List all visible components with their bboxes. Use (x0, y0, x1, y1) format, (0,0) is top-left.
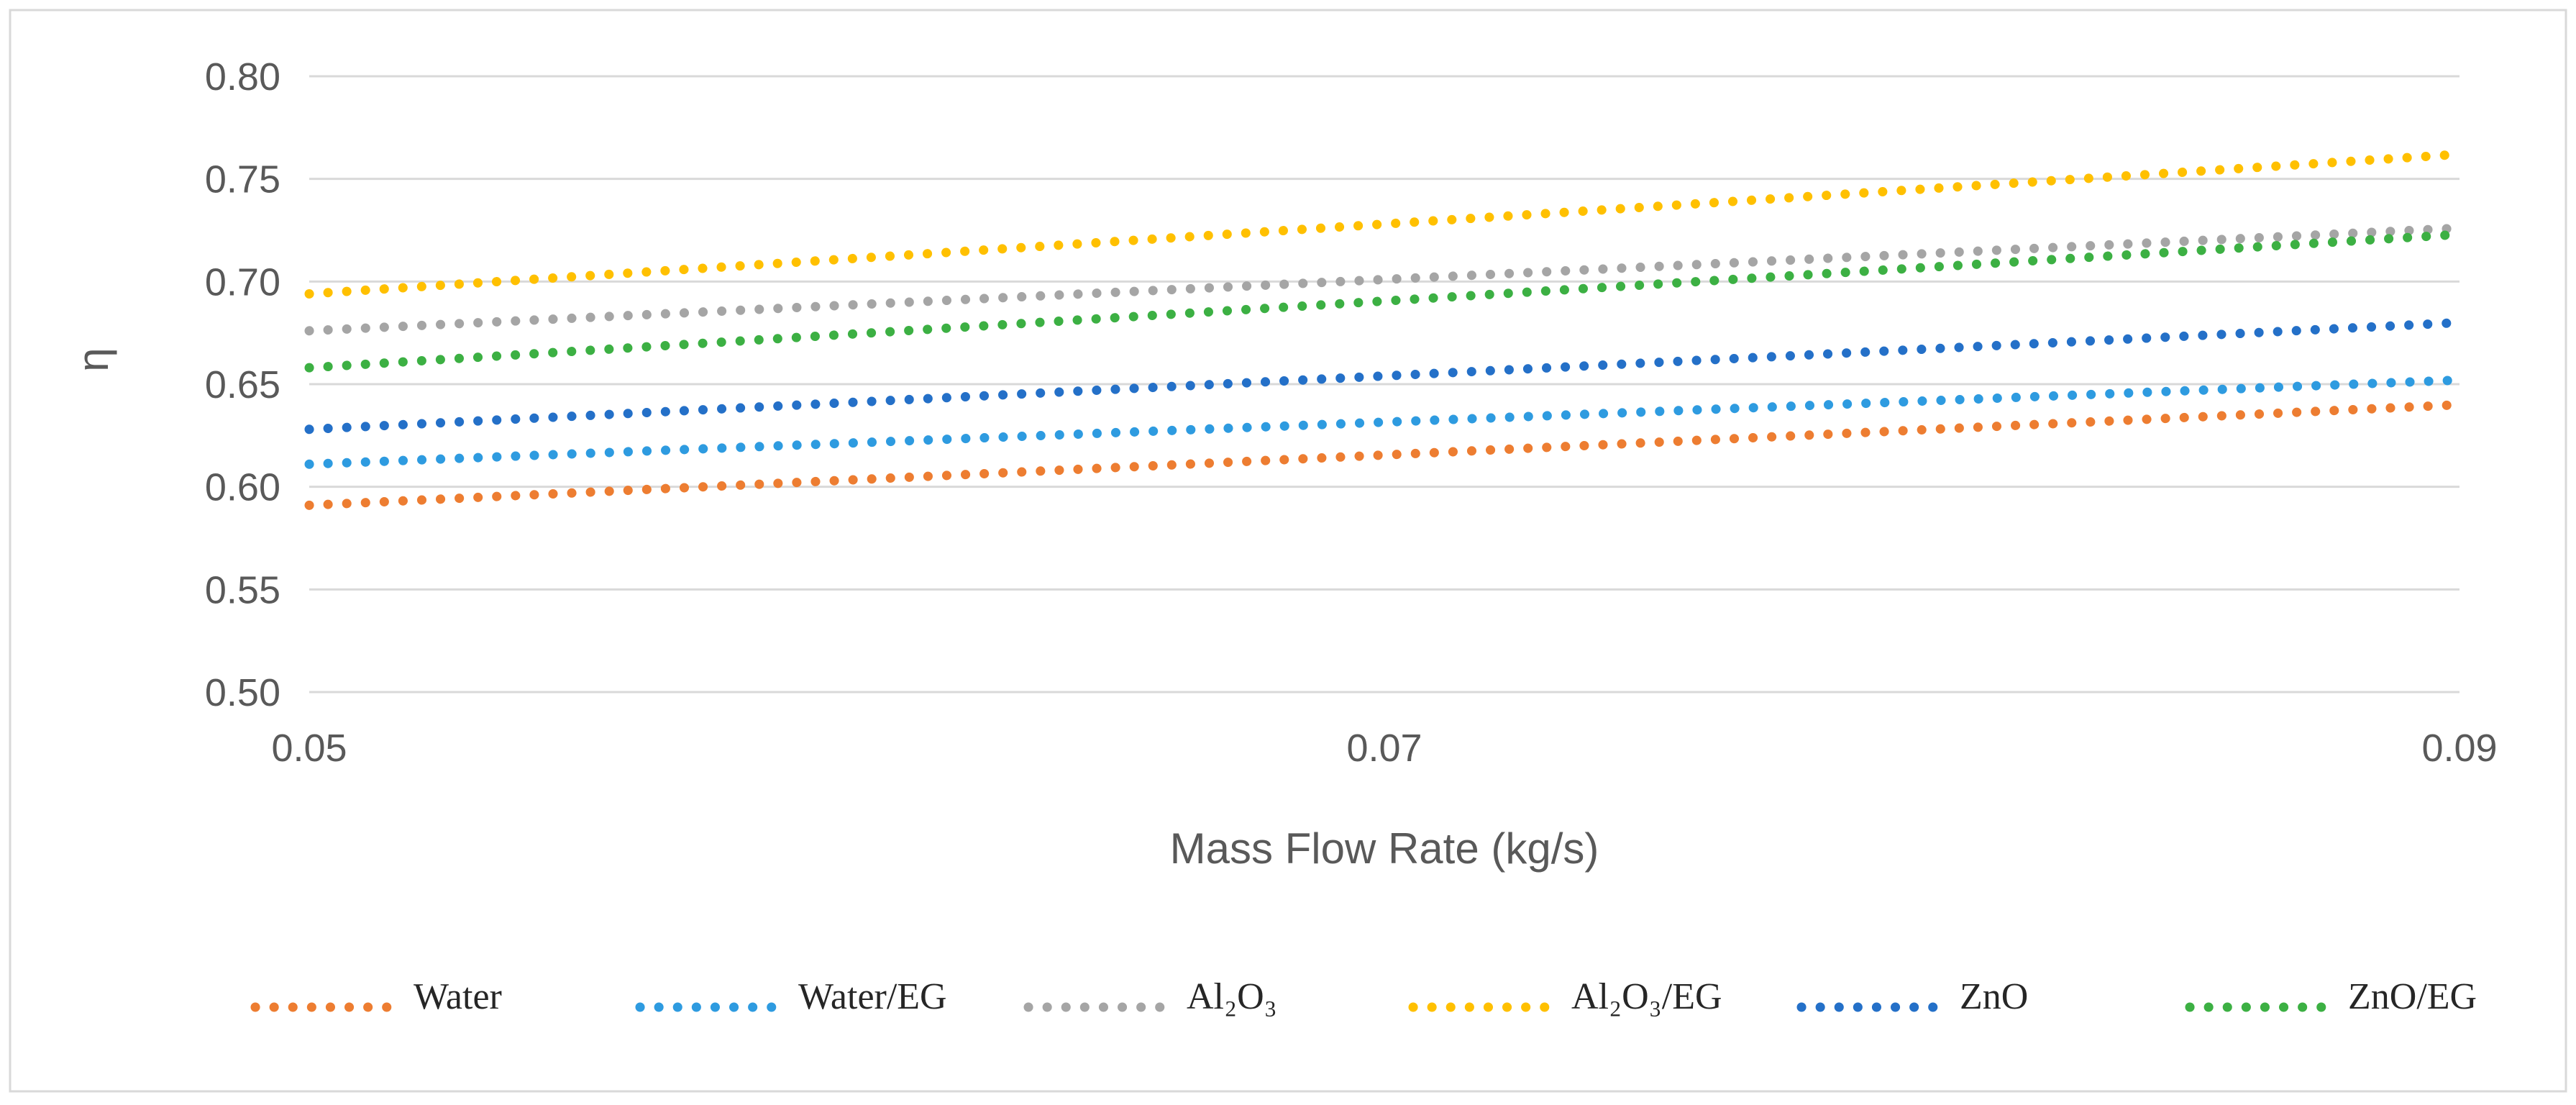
legend-label: Al₂O₃ (1187, 976, 1277, 1017)
y-tick-label: 0.50 (205, 671, 280, 714)
gridlines (309, 75, 2459, 694)
y-tick-label: 0.75 (205, 158, 280, 201)
x-axis-ticks: 0.05 0.07 0.09 (271, 727, 2497, 770)
series-line-2 (304, 223, 2465, 336)
y-axis-ticks: 0.50 0.55 0.60 0.65 0.70 0.75 0.80 (205, 55, 280, 714)
legend-label: ZnO (1960, 976, 2028, 1017)
series-line-4 (304, 317, 2465, 435)
series-line-3 (304, 149, 2465, 299)
y-tick-label: 0.55 (205, 568, 280, 611)
y-tick-label: 0.60 (205, 466, 280, 509)
x-tick-label: 0.07 (1346, 727, 1422, 770)
chart-border (9, 9, 2567, 1093)
legend-label: Al₂O₃/EG (1571, 976, 1722, 1017)
y-tick-label: 0.80 (205, 55, 280, 99)
x-tick-label: 0.09 (2421, 727, 2497, 770)
series-lines (304, 149, 2465, 510)
y-tick-label: 0.70 (205, 260, 280, 304)
legend-label: Water/EG (798, 976, 947, 1017)
y-tick-label: 0.65 (205, 363, 280, 406)
legend: Water Water/EG Al₂O₃ Al₂O₃/EG ZnO ZnO/EG (250, 976, 2477, 1017)
series-line-5 (304, 229, 2465, 373)
legend-label: ZnO/EG (2348, 976, 2477, 1017)
y-axis-title: η (69, 347, 117, 371)
legend-label: Water (414, 976, 502, 1017)
series-line-0 (304, 400, 2465, 510)
x-tick-label: 0.05 (271, 727, 347, 770)
x-axis-title: Mass Flow Rate (kg/s) (1170, 824, 1599, 873)
series-line-1 (304, 375, 2465, 469)
